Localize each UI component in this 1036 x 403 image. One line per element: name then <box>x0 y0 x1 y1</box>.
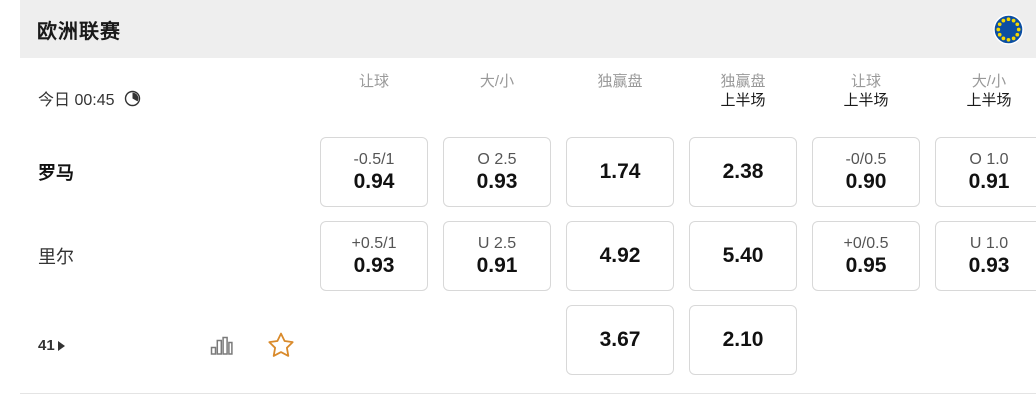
home-team-name[interactable]: 罗马 <box>38 163 74 183</box>
league-title: 欧洲联赛 <box>37 20 121 43</box>
match-time-label: 今日 00:45 <box>38 92 115 109</box>
odds-price: 0.93 <box>968 254 1010 278</box>
league-header[interactable]: 欧洲联赛 <box>20 0 1036 58</box>
odds-line: O 2.5 <box>477 150 517 168</box>
odds-cell[interactable]: U 1.0 0.93 <box>935 221 1036 291</box>
odds-cell[interactable]: O 1.0 0.91 <box>935 137 1036 207</box>
column-header-over-under-1h: 大/小上半场 <box>935 72 1036 110</box>
odds-grid: 让球 -0.5/1 0.94 +0.5/1 0.93 大/小 O 2.5 0.93 U 2.5 0… <box>320 58 1036 403</box>
odds-price: 0.95 <box>845 254 887 278</box>
odds-column-over-under: 大/小 O 2.5 0.93 U 2.5 0.91 <box>443 58 551 403</box>
match-info-column: 今日 00:45 罗马 里尔 41 <box>38 58 318 393</box>
odds-cell[interactable]: U 2.5 0.91 <box>443 221 551 291</box>
odds-column-over-under-1h: 大/小上半场 O 1.0 0.91 U 1.0 0.93 <box>935 58 1036 403</box>
odds-price: 0.93 <box>476 170 518 194</box>
column-header-line1: 大/小 <box>479 73 515 90</box>
column-header-line2: 上半场 <box>843 92 889 110</box>
column-header-moneyline-1h: 独赢盘 上半场 <box>689 72 797 110</box>
odds-price: 2.38 <box>722 160 764 184</box>
more-markets-button[interactable]: 41 <box>38 337 65 354</box>
match-row: 今日 00:45 罗马 里尔 41 <box>0 58 1036 403</box>
chevron-right-icon <box>57 341 65 351</box>
odds-price: 2.10 <box>722 328 764 352</box>
odds-column-handicap-1h: 让球上半场 -0/0.5 0.90 +0/0.5 0.95 <box>812 58 920 403</box>
odds-column-moneyline: 独赢盘 1.74 4.92 3.67 <box>566 58 674 403</box>
match-time: 今日 00:45 <box>38 86 141 110</box>
odds-cell[interactable]: -0.5/1 0.94 <box>320 137 428 207</box>
odds-cell[interactable]: O 2.5 0.93 <box>443 137 551 207</box>
column-header-moneyline: 独赢盘 <box>566 72 674 91</box>
column-header-line2: 上半场 <box>966 92 1012 110</box>
bar-chart-icon[interactable] <box>208 332 234 358</box>
odds-price: 0.91 <box>968 170 1010 194</box>
odds-line: +0.5/1 <box>351 234 397 252</box>
odds-price: 3.67 <box>599 328 641 352</box>
column-header-line1: 独赢盘 <box>720 73 766 90</box>
away-team-name[interactable]: 里尔 <box>38 247 74 267</box>
odds-price: 1.74 <box>599 160 641 184</box>
match-meta-row: 41 <box>38 328 318 362</box>
column-header-line1: 让球 <box>358 73 389 90</box>
odds-price: 5.40 <box>722 244 764 268</box>
bottom-divider <box>20 393 1036 394</box>
odds-price: 0.94 <box>353 170 395 194</box>
odds-line: -0/0.5 <box>845 150 887 168</box>
odds-cell[interactable]: 1.74 <box>566 137 674 207</box>
star-icon[interactable] <box>266 330 296 360</box>
column-header-handicap: 让球 <box>320 72 428 91</box>
column-header-line1: 让球 <box>850 73 881 90</box>
clock-icon <box>124 90 141 107</box>
column-header-handicap-1h: 让球 上半场 <box>812 72 920 110</box>
odds-cell[interactable]: 2.38 <box>689 137 797 207</box>
column-header-over-under: 大/小 <box>443 72 551 91</box>
odds-cell[interactable]: 5.40 <box>689 221 797 291</box>
europa-league-stars-icon <box>992 13 1025 46</box>
odds-cell[interactable]: -0/0.5 0.90 <box>812 137 920 207</box>
odds-line: -0.5/1 <box>353 150 395 168</box>
odds-price: 0.90 <box>845 170 887 194</box>
odds-column-moneyline-1h: 独赢盘上半场 2.38 5.40 2.10 <box>689 58 797 403</box>
odds-price: 0.93 <box>353 254 395 278</box>
odds-cell[interactable]: 2.10 <box>689 305 797 375</box>
column-header-line2: 上半场 <box>720 92 766 110</box>
column-header-line1: 大/小 <box>971 73 1007 90</box>
odds-column-handicap: 让球 -0.5/1 0.94 +0.5/1 0.93 <box>320 58 428 403</box>
more-markets-count: 41 <box>38 336 55 354</box>
odds-line: U 1.0 <box>969 234 1009 252</box>
odds-price: 4.92 <box>599 244 641 268</box>
odds-line: U 2.5 <box>477 234 517 252</box>
odds-price: 0.91 <box>476 254 518 278</box>
column-header-line1: 独赢盘 <box>597 73 643 90</box>
odds-cell[interactable]: 3.67 <box>566 305 674 375</box>
odds-line: O 1.0 <box>969 150 1009 168</box>
odds-cell[interactable]: +0.5/1 0.93 <box>320 221 428 291</box>
odds-line: +0/0.5 <box>843 234 889 252</box>
odds-cell[interactable]: +0/0.5 0.95 <box>812 221 920 291</box>
odds-cell[interactable]: 4.92 <box>566 221 674 291</box>
